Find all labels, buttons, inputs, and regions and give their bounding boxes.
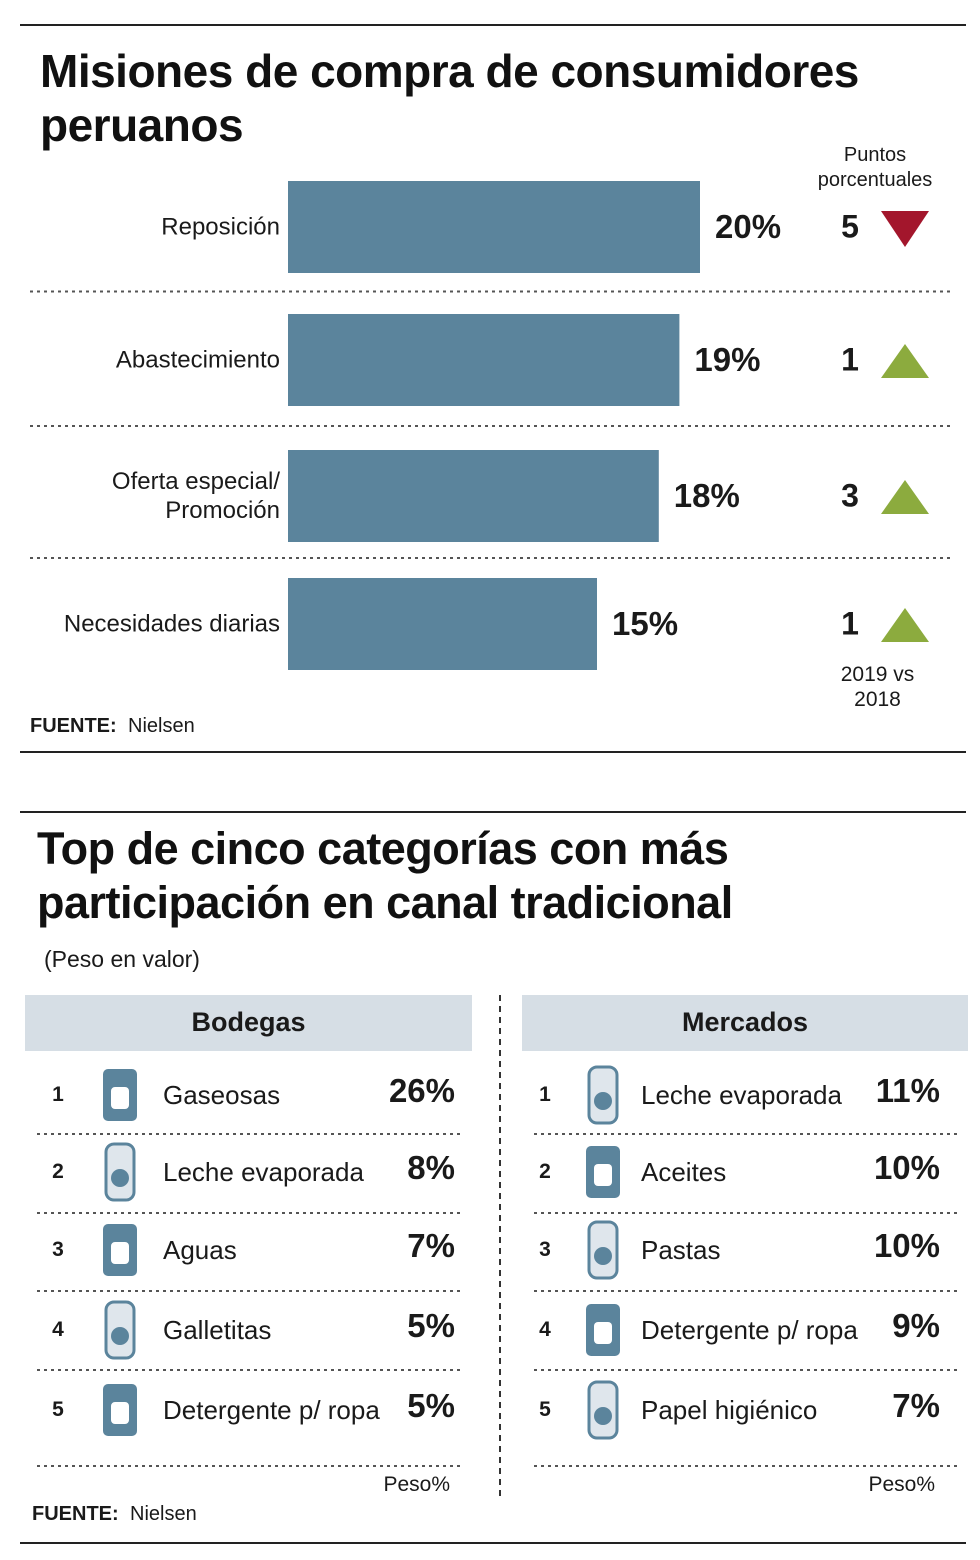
item-name: Aguas [163,1235,237,1265]
rank: 2 [539,1160,551,1183]
bar [288,181,700,273]
rank: 5 [539,1398,551,1421]
icon [111,1327,129,1345]
item-value: 5% [407,1307,455,1344]
chart-title: Misiones de compra de consumidores perua… [40,45,859,151]
change-value: 5 [841,208,859,245]
value-label: 19% [694,341,761,378]
source: Nielsen [130,1503,197,1525]
section-subtitle: (Peso en valor) [44,946,200,972]
item-name: Pastas [641,1235,721,1265]
item-value: 10% [873,1227,940,1264]
icon [594,1164,612,1186]
item-value: 7% [407,1227,455,1264]
change-arrow [881,608,929,642]
icon [594,1092,612,1110]
item-name: Galletitas [163,1315,272,1345]
rank: 2 [52,1160,64,1183]
category-label: Oferta especial/ Promoción [111,468,280,524]
source: Nielsen [128,715,195,737]
category-label: Abastecimiento [115,346,280,374]
rank: 3 [52,1238,64,1261]
rank: 5 [52,1398,64,1421]
change-arrow [881,480,929,514]
rank: 3 [539,1238,551,1261]
icon [111,1087,129,1109]
source-label: FUENTE: [32,1503,119,1525]
bar [288,450,659,542]
item-value: 26% [388,1072,455,1109]
item-value: 8% [407,1149,455,1186]
change-arrow [881,344,929,378]
table-header: Mercados [681,1007,809,1037]
item-name: Aceites [641,1157,727,1187]
bar [288,314,680,406]
item-value: 9% [892,1307,940,1344]
value-label: 15% [612,605,679,642]
change-arrow [881,211,929,247]
item-value: 7% [892,1387,940,1424]
change-note: 2019 vs 2018 [840,663,915,711]
change-header: Puntos porcentuales [817,144,933,191]
item-name: Detergente p/ ropa [163,1395,380,1425]
item-name: Leche evaporada [163,1157,364,1187]
icon [594,1322,612,1344]
category-label: Necesidades diarias [63,610,280,638]
icon [111,1169,129,1187]
item-name: Detergente p/ ropa [641,1315,858,1345]
rank: 4 [539,1318,551,1341]
rank: 4 [52,1318,64,1341]
icon [111,1402,129,1424]
table-header-bg [25,995,472,1051]
bar [288,578,597,670]
item-value: 5% [407,1387,455,1424]
change-value: 3 [841,477,859,514]
table-header: Bodegas [191,1007,306,1037]
value-label: 18% [673,477,740,514]
source-label: FUENTE: [30,715,117,737]
item-name: Papel higiénico [641,1395,818,1425]
unit-label: Peso% [383,1473,450,1496]
value-label: 20% [715,208,782,245]
change-value: 1 [841,605,859,642]
item-name: Leche evaporada [641,1080,842,1110]
item-value: 11% [875,1072,940,1109]
rank: 1 [539,1083,551,1106]
icon [594,1407,612,1425]
category-label: Reposición [161,213,280,241]
icon [594,1247,612,1265]
rank: 1 [52,1083,64,1106]
table-header-bg [522,995,968,1051]
section-title: Top de cinco categorías con más particip… [37,823,733,928]
icon [111,1242,129,1264]
item-value: 10% [873,1149,940,1186]
unit-label: Peso% [868,1473,935,1496]
item-name: Gaseosas [163,1080,281,1110]
change-value: 1 [841,341,859,378]
